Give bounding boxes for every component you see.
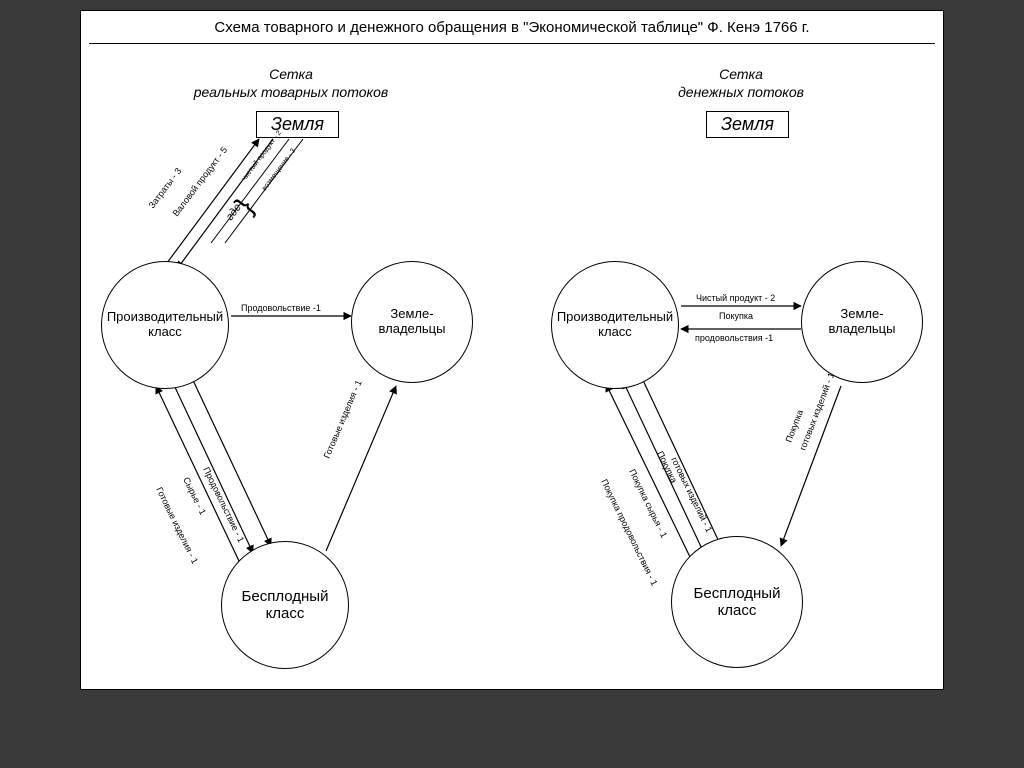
right-node-owners-label: Земле- владельцы [829,307,896,337]
left-subtitle: Сетка реальных товарных потоков [141,66,441,101]
left-node-sterile: Бесплодный класс [221,541,349,669]
rlbl-po-bot: продовольствия -1 [695,333,773,343]
left-node-owners: Земле- владельцы [351,261,473,383]
left-subtitle-l1: Сетка [269,66,313,82]
lbl-land-cost: Затраты - 3 [147,166,184,210]
right-node-owners: Земле- владельцы [801,261,923,383]
left-subtitle-l2: реальных товарных потоков [194,84,388,100]
right-subtitle-l1: Сетка [719,66,763,82]
right-subtitle: Сетка денежных потоков [591,66,891,101]
right-node-sterile-label: Бесплодный класс [694,585,781,620]
rlbl-ps-c2: готовых изделий - 1 [669,455,714,533]
rlbl-ps-a: Покупка продовольствия - 1 [599,477,659,587]
lbl-ps-b: Сырье - 1 [181,475,208,516]
rlbl-os-b: готовых изделий - 1 [798,371,837,452]
diagram-panel: Схема товарного и денежного обращения в … [80,10,944,690]
right-node-sterile: Бесплодный класс [671,536,803,668]
page-title: Схема товарного и денежного обращения в … [81,19,943,36]
title-divider [89,43,935,44]
rlbl-po-top: Чистый продукт - 2 [696,293,775,303]
lbl-ps-a: Готовые изделия - 1 [154,485,200,565]
lbl-ps-c: Продовольствие - 1 [201,465,246,543]
rlbl-os-a: Покупка [784,408,806,443]
right-subtitle-l2: денежных потоков [678,84,804,100]
rlbl-ps-b: Покупка сырья - 1 [627,467,669,539]
lbl-land-reimb: возмещение - 3 [261,147,297,192]
rlbl-po-mid: Покупка [719,311,753,321]
lbl-land-gross: Валовой продукт - 5 [171,145,230,218]
right-node-productive-label: Производительный класс [557,310,673,340]
left-node-productive-label: Производительный класс [107,310,223,340]
lbl-where: где [224,202,244,223]
left-land-box: Земля [256,111,339,138]
lbl-prod-owners: Продовольствие -1 [241,303,321,313]
left-node-productive: Производительный класс [101,261,229,389]
right-land-box: Земля [706,111,789,138]
right-node-productive: Производительный класс [551,261,679,389]
left-node-owners-label: Земле- владельцы [379,307,446,337]
left-node-sterile-label: Бесплодный класс [242,588,329,623]
svg-text:}: } [229,192,259,218]
lbl-os: Готовые изделия - 1 [322,379,364,460]
rlbl-ps-c: Покупка [655,449,679,484]
